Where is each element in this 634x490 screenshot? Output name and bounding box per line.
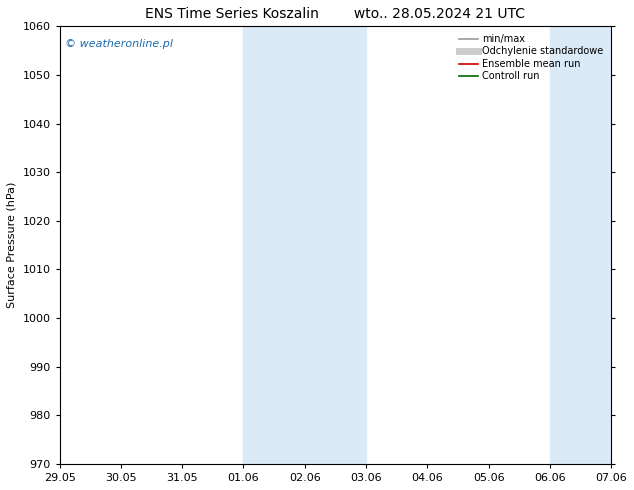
- Bar: [305, 26, 366, 464]
- Bar: [550, 26, 611, 464]
- Y-axis label: Surface Pressure (hPa): Surface Pressure (hPa): [7, 182, 17, 308]
- Legend: min/max, Odchylenie standardowe, Ensemble mean run, Controll run: min/max, Odchylenie standardowe, Ensembl…: [455, 30, 607, 85]
- Bar: [243, 26, 305, 464]
- Text: © weatheronline.pl: © weatheronline.pl: [65, 39, 173, 49]
- Title: ENS Time Series Koszalin        wto.. 28.05.2024 21 UTC: ENS Time Series Koszalin wto.. 28.05.202…: [145, 7, 526, 21]
